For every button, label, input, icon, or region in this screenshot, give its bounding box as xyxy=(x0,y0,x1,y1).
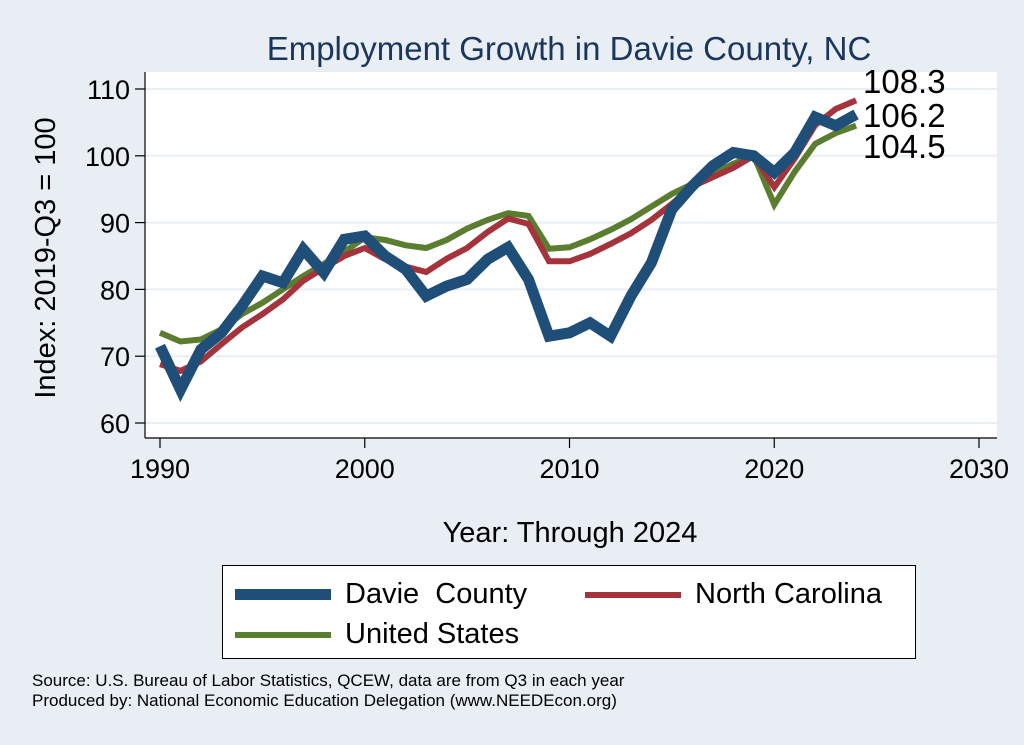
series-lines xyxy=(155,97,859,403)
legend-swatch-davie-county xyxy=(235,589,331,600)
end-label-united-states: 104.5 xyxy=(863,128,946,165)
x-tick-label-1990: 1990 xyxy=(130,454,190,484)
series-line-north-carolina xyxy=(159,97,858,375)
legend-entry-united-states: United States xyxy=(235,618,519,651)
y-tick-label-60: 60 xyxy=(100,409,130,439)
end-label-davie-county: 106.2 xyxy=(863,97,946,134)
legend-entry-north-carolina: North Carolina xyxy=(585,578,882,611)
end-label-north-carolina: 108.3 xyxy=(863,63,946,100)
y-tick-label-80: 80 xyxy=(100,275,130,305)
x-tick-label-2030: 2030 xyxy=(949,454,1009,484)
x-axis-title: Year: Through 2024 xyxy=(443,517,698,549)
legend-label-north-carolina: North Carolina xyxy=(695,578,882,610)
series-line-davie-county xyxy=(155,109,859,403)
y-tick-label-110: 110 xyxy=(87,75,130,105)
y-tick-label-90: 90 xyxy=(100,209,130,239)
legend-swatch-north-carolina xyxy=(585,591,681,598)
legend: Davie County North Carolina United State… xyxy=(222,565,916,659)
x-tick-label-2020: 2020 xyxy=(744,454,804,484)
legend-label-united-states: United States xyxy=(345,618,520,650)
source-text: Source: U.S. Bureau of Labor Statistics,… xyxy=(32,671,625,690)
legend-entry-davie-county: Davie County xyxy=(235,578,527,611)
chart-title: Employment Growth in Davie County, NC xyxy=(267,30,872,67)
source-notes: Source: U.S. Bureau of Labor Statistics,… xyxy=(32,671,624,711)
produced-by-text: Produced by: National Economic Education… xyxy=(32,691,617,710)
plot-area xyxy=(145,72,997,438)
chart: Employment Growth in Davie County, NC 60… xyxy=(30,30,1009,549)
y-tick-label-70: 70 xyxy=(100,342,130,372)
y-axis-title: Index: 2019-Q3 = 100 xyxy=(30,117,62,398)
axes: 60 70 80 90 100 110 1990 2000 2010 2020 2030 xyxy=(85,72,1009,484)
y-tick-label-100: 100 xyxy=(85,142,130,172)
x-tick-label-2000: 2000 xyxy=(335,454,395,484)
x-tick-label-2010: 2010 xyxy=(539,454,599,484)
legend-swatch-united-states xyxy=(235,631,331,638)
legend-label-davie-county: Davie County xyxy=(345,578,528,610)
